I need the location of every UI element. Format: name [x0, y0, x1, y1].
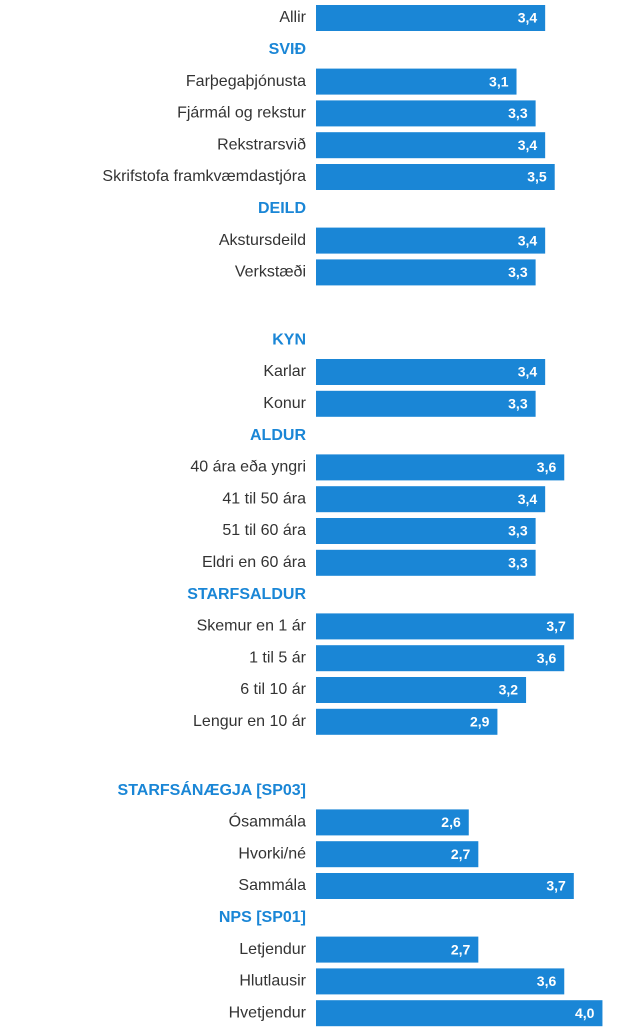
bar	[316, 518, 536, 544]
bar	[316, 359, 546, 385]
category-label: Rekstrarsvið	[217, 136, 306, 153]
group-header: STARFSÁNÆGJA [SP03]	[118, 780, 306, 799]
value-label: 3,6	[537, 459, 557, 475]
value-label: 3,3	[508, 555, 528, 571]
value-label: 3,6	[537, 650, 557, 666]
bar	[316, 613, 574, 640]
group-header: KYN	[272, 331, 306, 348]
category-label: Hvetjendur	[229, 1004, 307, 1021]
value-label: 3,7	[546, 878, 566, 894]
category-label: Ósammála	[229, 812, 306, 831]
bar	[316, 549, 536, 576]
category-label: 1 til 5 ár	[249, 649, 307, 666]
value-label: 3,6	[537, 973, 557, 989]
group-header: SVIÐ	[269, 41, 306, 58]
value-label: 3,5	[527, 169, 547, 185]
category-label: 51 til 60 ára	[222, 522, 306, 539]
value-label: 3,4	[518, 491, 538, 507]
bar	[316, 841, 479, 868]
bar	[316, 5, 546, 31]
value-label: 3,1	[489, 73, 509, 89]
group-header: ALDUR	[250, 427, 306, 444]
group-header: STARFSALDUR	[187, 586, 306, 603]
category-label: Verkstæði	[235, 264, 306, 281]
bar	[316, 1000, 603, 1027]
group-header: DEILD	[258, 200, 306, 217]
value-label: 3,3	[508, 264, 528, 280]
category-label: Eldri en 60 ára	[202, 554, 306, 571]
bar	[316, 809, 469, 836]
value-label: 3,2	[499, 682, 519, 698]
bar	[316, 873, 574, 899]
group-header: NPS [SP01]	[219, 909, 306, 926]
bar	[316, 132, 546, 159]
bar	[316, 936, 479, 963]
bar	[316, 68, 517, 95]
value-label: 3,4	[518, 137, 538, 153]
bar	[316, 454, 565, 481]
category-label: Farþegaþjónusta	[186, 73, 306, 90]
category-label: Skrifstofa framkvæmdastjóra	[102, 168, 306, 185]
bar	[316, 390, 536, 417]
category-label: Skemur en 1 ár	[197, 618, 307, 635]
bar	[316, 259, 536, 286]
value-label: 3,4	[518, 232, 538, 248]
value-label: 2,9	[470, 714, 490, 730]
value-label: 3,3	[508, 523, 528, 539]
category-label: Lengur en 10 ár	[193, 713, 307, 730]
category-label: 40 ára eða yngri	[190, 459, 306, 476]
value-label: 3,7	[546, 618, 566, 634]
value-label: 2,7	[451, 941, 471, 957]
value-label: 3,3	[508, 396, 528, 412]
value-label: 3,4	[518, 10, 538, 26]
bar	[316, 227, 546, 254]
value-label: 3,3	[508, 105, 528, 121]
category-label: Letjendur	[239, 941, 306, 958]
bar	[316, 708, 498, 735]
category-label: Hlutlausir	[239, 973, 306, 990]
bar	[316, 486, 546, 513]
bar	[316, 677, 527, 703]
category-label: Fjármál og rekstur	[177, 105, 307, 122]
category-label: Konur	[263, 395, 306, 412]
bar	[316, 645, 565, 672]
category-label: Karlar	[263, 363, 306, 380]
category-label: Akstursdeild	[219, 232, 306, 249]
value-label: 2,7	[451, 846, 471, 862]
value-label: 2,6	[441, 814, 461, 830]
category-label: 41 til 50 ára	[222, 490, 306, 507]
category-label: Hvorki/né	[238, 845, 306, 862]
category-label: 6 til 10 ár	[240, 681, 306, 698]
category-label: Sammála	[238, 877, 306, 894]
value-label: 3,4	[518, 364, 538, 380]
bar	[316, 968, 565, 995]
bar	[316, 100, 536, 127]
value-label: 4,0	[575, 1005, 595, 1021]
category-label: Allir	[279, 9, 306, 26]
bar	[316, 164, 555, 190]
